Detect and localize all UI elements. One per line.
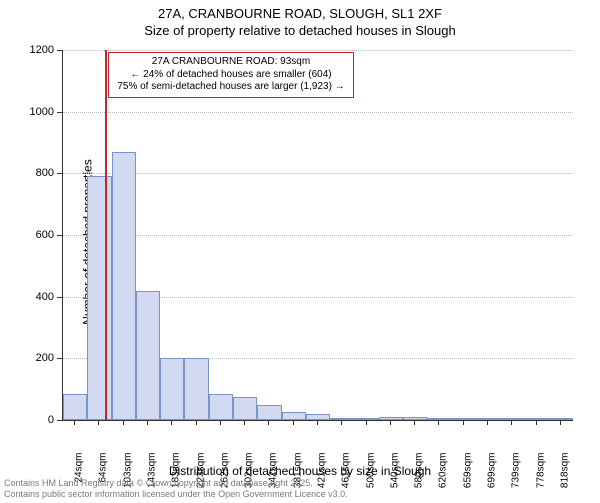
x-tick	[98, 420, 99, 425]
plot-area	[62, 50, 573, 421]
grid-line	[63, 235, 573, 236]
y-tick	[57, 358, 62, 359]
chart-container: 27A, CRANBOURNE ROAD, SLOUGH, SL1 2XF Si…	[0, 0, 600, 500]
title-line2: Size of property relative to detached ho…	[0, 23, 600, 40]
y-tick-label: 1000	[30, 106, 54, 118]
y-tick-label: 600	[36, 229, 54, 241]
x-tick	[414, 420, 415, 425]
histogram-bar	[209, 394, 233, 420]
histogram-bar	[233, 397, 257, 420]
y-tick	[57, 50, 62, 51]
histogram-bar	[282, 412, 306, 420]
y-tick	[57, 235, 62, 236]
x-tick	[511, 420, 512, 425]
annotation-line3: 75% of semi-detached houses are larger (…	[115, 81, 347, 94]
title-line1: 27A, CRANBOURNE ROAD, SLOUGH, SL1 2XF	[0, 6, 600, 23]
x-tick	[293, 420, 294, 425]
y-tick-label: 0	[48, 414, 54, 426]
reference-line	[105, 50, 107, 420]
x-tick	[390, 420, 391, 425]
x-tick	[147, 420, 148, 425]
histogram-bar	[136, 291, 160, 421]
x-tick	[317, 420, 318, 425]
histogram-bar	[427, 418, 451, 420]
chart-title: 27A, CRANBOURNE ROAD, SLOUGH, SL1 2XF Si…	[0, 0, 600, 40]
y-tick	[57, 112, 62, 113]
x-tick	[244, 420, 245, 425]
histogram-bar	[403, 417, 427, 420]
y-tick-label: 800	[36, 167, 54, 179]
footer-line1: Contains HM Land Registry data © Crown c…	[4, 478, 348, 489]
y-tick	[57, 173, 62, 174]
histogram-bar	[63, 394, 87, 420]
x-axis-label: Distribution of detached houses by size …	[0, 464, 600, 478]
histogram-bar	[112, 152, 136, 420]
grid-line	[63, 50, 573, 51]
annotation-line2: ← 24% of detached houses are smaller (60…	[115, 69, 347, 82]
histogram-bar	[549, 418, 573, 420]
grid-line	[63, 112, 573, 113]
annotation-line1: 27A CRANBOURNE ROAD: 93sqm	[115, 56, 347, 69]
footer-line2: Contains public sector information licen…	[4, 489, 348, 500]
x-tick	[341, 420, 342, 425]
y-tick-label: 1200	[30, 44, 54, 56]
x-tick	[171, 420, 172, 425]
x-tick	[366, 420, 367, 425]
grid-line	[63, 173, 573, 174]
y-tick	[57, 420, 62, 421]
x-tick	[74, 420, 75, 425]
x-tick	[463, 420, 464, 425]
histogram-bar	[87, 176, 111, 420]
histogram-bar	[524, 418, 548, 420]
x-tick	[438, 420, 439, 425]
x-tick	[487, 420, 488, 425]
x-tick	[560, 420, 561, 425]
histogram-bar	[354, 418, 378, 420]
footer-attribution: Contains HM Land Registry data © Crown c…	[4, 478, 348, 500]
histogram-bar	[160, 358, 184, 420]
histogram-bar	[379, 417, 403, 420]
histogram-bar	[184, 358, 208, 420]
x-tick	[196, 420, 197, 425]
histogram-bar	[500, 418, 524, 420]
histogram-bar	[452, 418, 476, 420]
x-tick	[268, 420, 269, 425]
x-tick	[220, 420, 221, 425]
x-tick	[536, 420, 537, 425]
y-tick	[57, 297, 62, 298]
y-tick-label: 400	[36, 291, 54, 303]
histogram-bar	[330, 418, 354, 420]
y-tick-label: 200	[36, 352, 54, 364]
x-tick	[123, 420, 124, 425]
annotation-box: 27A CRANBOURNE ROAD: 93sqm ← 24% of deta…	[108, 52, 354, 98]
histogram-bar	[257, 405, 281, 420]
